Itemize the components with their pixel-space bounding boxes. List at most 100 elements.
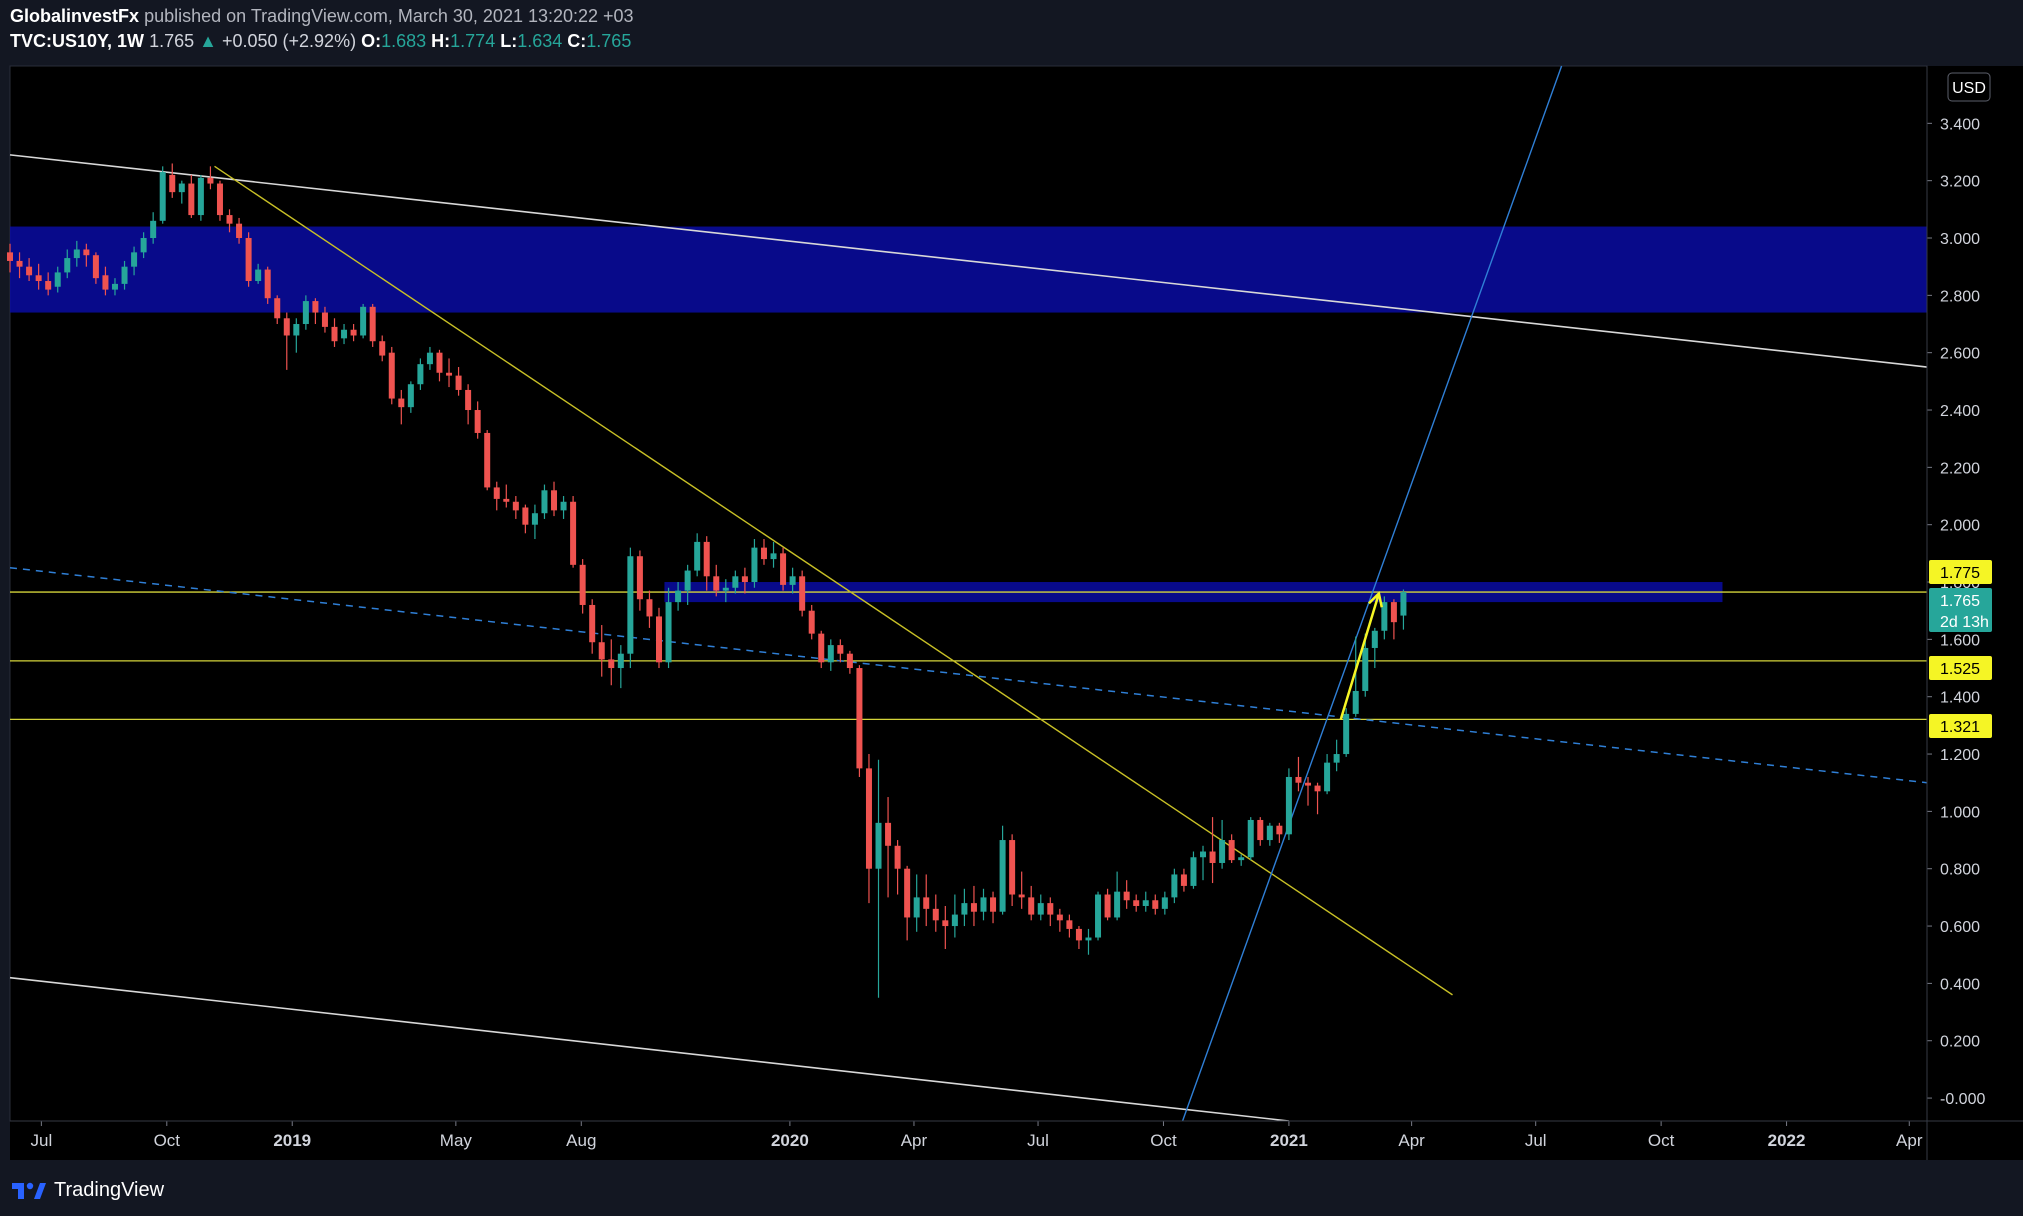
candle[interactable] xyxy=(608,639,615,686)
candle[interactable] xyxy=(54,266,61,293)
candle[interactable] xyxy=(1180,868,1187,892)
candle[interactable] xyxy=(321,306,328,333)
candle[interactable] xyxy=(1161,891,1168,915)
candle[interactable] xyxy=(732,570,739,594)
candle[interactable] xyxy=(1390,599,1397,640)
candle[interactable] xyxy=(636,550,643,611)
candle[interactable] xyxy=(1095,891,1102,941)
candle[interactable] xyxy=(484,430,491,491)
candle[interactable] xyxy=(178,180,185,204)
candle[interactable] xyxy=(92,252,99,284)
candle[interactable] xyxy=(360,303,367,339)
candle[interactable] xyxy=(417,358,424,390)
candle[interactable] xyxy=(827,639,834,671)
candle[interactable] xyxy=(522,504,529,534)
candle[interactable] xyxy=(1276,822,1283,843)
candle[interactable] xyxy=(1314,782,1321,815)
candle[interactable] xyxy=(646,590,653,628)
candle[interactable] xyxy=(932,894,939,932)
candle[interactable] xyxy=(961,888,968,927)
candle[interactable] xyxy=(713,564,720,597)
candle[interactable] xyxy=(799,570,806,617)
candle[interactable] xyxy=(1228,834,1235,863)
candle[interactable] xyxy=(627,547,634,669)
candle[interactable] xyxy=(16,252,23,279)
currency-box[interactable] xyxy=(1947,72,1991,102)
candle[interactable] xyxy=(446,358,453,388)
candle[interactable] xyxy=(493,481,500,511)
candle[interactable] xyxy=(770,541,777,568)
candle[interactable] xyxy=(341,324,348,345)
candle[interactable] xyxy=(875,759,882,998)
candle[interactable] xyxy=(121,260,128,290)
candle[interactable] xyxy=(45,272,52,296)
candle[interactable] xyxy=(131,246,138,276)
candle[interactable] xyxy=(980,888,987,921)
candle[interactable] xyxy=(216,180,223,221)
candle[interactable] xyxy=(760,539,767,565)
candle[interactable] xyxy=(541,484,548,519)
candle[interactable] xyxy=(1285,768,1292,841)
candle[interactable] xyxy=(846,650,853,674)
candle[interactable] xyxy=(73,240,80,267)
candle[interactable] xyxy=(684,564,691,605)
candle[interactable] xyxy=(1009,834,1016,906)
candle[interactable] xyxy=(1371,627,1378,669)
candle[interactable] xyxy=(150,212,157,244)
candle[interactable] xyxy=(1257,817,1264,846)
trendline-yellow-2[interactable] xyxy=(214,165,1453,996)
candle[interactable] xyxy=(951,894,958,938)
candle[interactable] xyxy=(512,496,519,519)
candle[interactable] xyxy=(1056,908,1063,932)
candle[interactable] xyxy=(1209,817,1216,884)
candle[interactable] xyxy=(111,278,118,296)
candle[interactable] xyxy=(1304,776,1311,806)
candle[interactable] xyxy=(894,840,901,895)
candle[interactable] xyxy=(1018,871,1025,909)
candle[interactable] xyxy=(188,174,195,218)
candle[interactable] xyxy=(264,266,271,304)
candle[interactable] xyxy=(64,249,71,279)
candle[interactable] xyxy=(1362,633,1369,697)
candle[interactable] xyxy=(942,905,949,949)
candle[interactable] xyxy=(7,243,13,273)
candle[interactable] xyxy=(665,587,672,669)
candle[interactable] xyxy=(1028,885,1035,921)
candle[interactable] xyxy=(990,891,997,924)
candle[interactable] xyxy=(236,217,243,244)
candle[interactable] xyxy=(865,754,872,904)
currency-button[interactable]: USD xyxy=(1947,72,1991,102)
candle[interactable] xyxy=(274,295,281,325)
candle[interactable] xyxy=(694,533,701,577)
candle[interactable] xyxy=(302,295,309,330)
candle[interactable] xyxy=(1047,897,1054,927)
time-axis[interactable] xyxy=(10,1121,2023,1160)
currency-label[interactable]: USD xyxy=(1952,80,1986,97)
candle[interactable] xyxy=(837,639,844,663)
candle[interactable] xyxy=(1104,888,1111,921)
candle[interactable] xyxy=(1123,880,1130,909)
candle[interactable] xyxy=(780,547,787,591)
candle[interactable] xyxy=(560,496,567,519)
candle[interactable] xyxy=(617,645,624,689)
candle[interactable] xyxy=(293,318,300,353)
candle[interactable] xyxy=(570,496,577,568)
candle[interactable] xyxy=(426,346,433,370)
candle[interactable] xyxy=(1352,636,1359,717)
candle[interactable] xyxy=(1219,819,1226,869)
candle[interactable] xyxy=(703,536,710,591)
trendline-white-0[interactable] xyxy=(9,154,1928,368)
candle[interactable] xyxy=(283,312,290,370)
candle[interactable] xyxy=(1238,854,1245,866)
candle[interactable] xyxy=(398,389,405,425)
candle[interactable] xyxy=(751,539,758,588)
candle[interactable] xyxy=(1114,871,1121,921)
candle[interactable] xyxy=(474,401,481,439)
candle[interactable] xyxy=(1190,851,1197,889)
candle[interactable] xyxy=(722,579,729,603)
candle[interactable] xyxy=(789,567,796,594)
trendline-blue-4[interactable] xyxy=(1181,65,1563,1122)
candle[interactable] xyxy=(598,625,605,677)
candle[interactable] xyxy=(226,209,233,233)
candle[interactable] xyxy=(369,303,376,347)
